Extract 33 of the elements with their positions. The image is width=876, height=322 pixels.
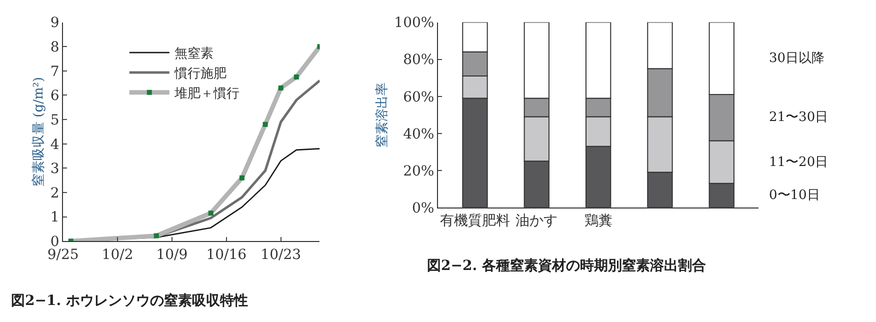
x-tick-label: 10/2 (102, 246, 134, 263)
y-tick-label: 100% (394, 15, 434, 32)
y-tick-label: 3 (50, 161, 60, 178)
x-tick-label: 10/23 (260, 246, 302, 263)
x-tick-label: 10/16 (206, 246, 247, 263)
text: 図2−1. ホウレンソウの窒素吸収特性 (11, 292, 248, 309)
y-axis-title: 窒素吸収量 (g/m²) (30, 76, 46, 186)
text: 11〜20日 (769, 155, 828, 170)
y-tick-label: 7 (50, 64, 60, 80)
y-tick-label: 2 (50, 185, 60, 202)
x-tick-label: 有機質肥料 (440, 213, 510, 230)
legend-label: 慣行施肥 (173, 66, 226, 82)
x-tick-label: 10/9 (156, 246, 188, 263)
y-tick-label: 4 (50, 136, 60, 153)
text: 21〜30日 (769, 110, 828, 125)
x-tick-label: 鶏糞 (584, 213, 612, 230)
text: 30日以降 (769, 51, 825, 66)
y-axis-title: 窒素溶出率 (374, 82, 390, 148)
y-tick-label: 60% (403, 89, 434, 106)
y-tick-label: 20% (403, 163, 434, 180)
text: 図2−2. 各種窒素資材の時期別窒素溶出割合 (427, 257, 706, 274)
y-tick-label: 5 (50, 112, 60, 128)
y-tick-label: 0% (412, 200, 434, 216)
y-tick-label: 6 (50, 88, 60, 104)
y-tick-label: 1 (50, 210, 60, 226)
text: 0〜10日 (769, 188, 820, 203)
y-tick-label: 8 (50, 40, 60, 56)
legend-label: 堆肥＋慣行 (173, 86, 240, 102)
y-tick-label: 80% (403, 52, 434, 68)
y-tick-label: 40% (403, 126, 434, 142)
legend-label: 無窒素 (174, 46, 214, 62)
x-tick-label: 油かす (516, 213, 558, 230)
y-tick-label: 9 (50, 15, 60, 32)
